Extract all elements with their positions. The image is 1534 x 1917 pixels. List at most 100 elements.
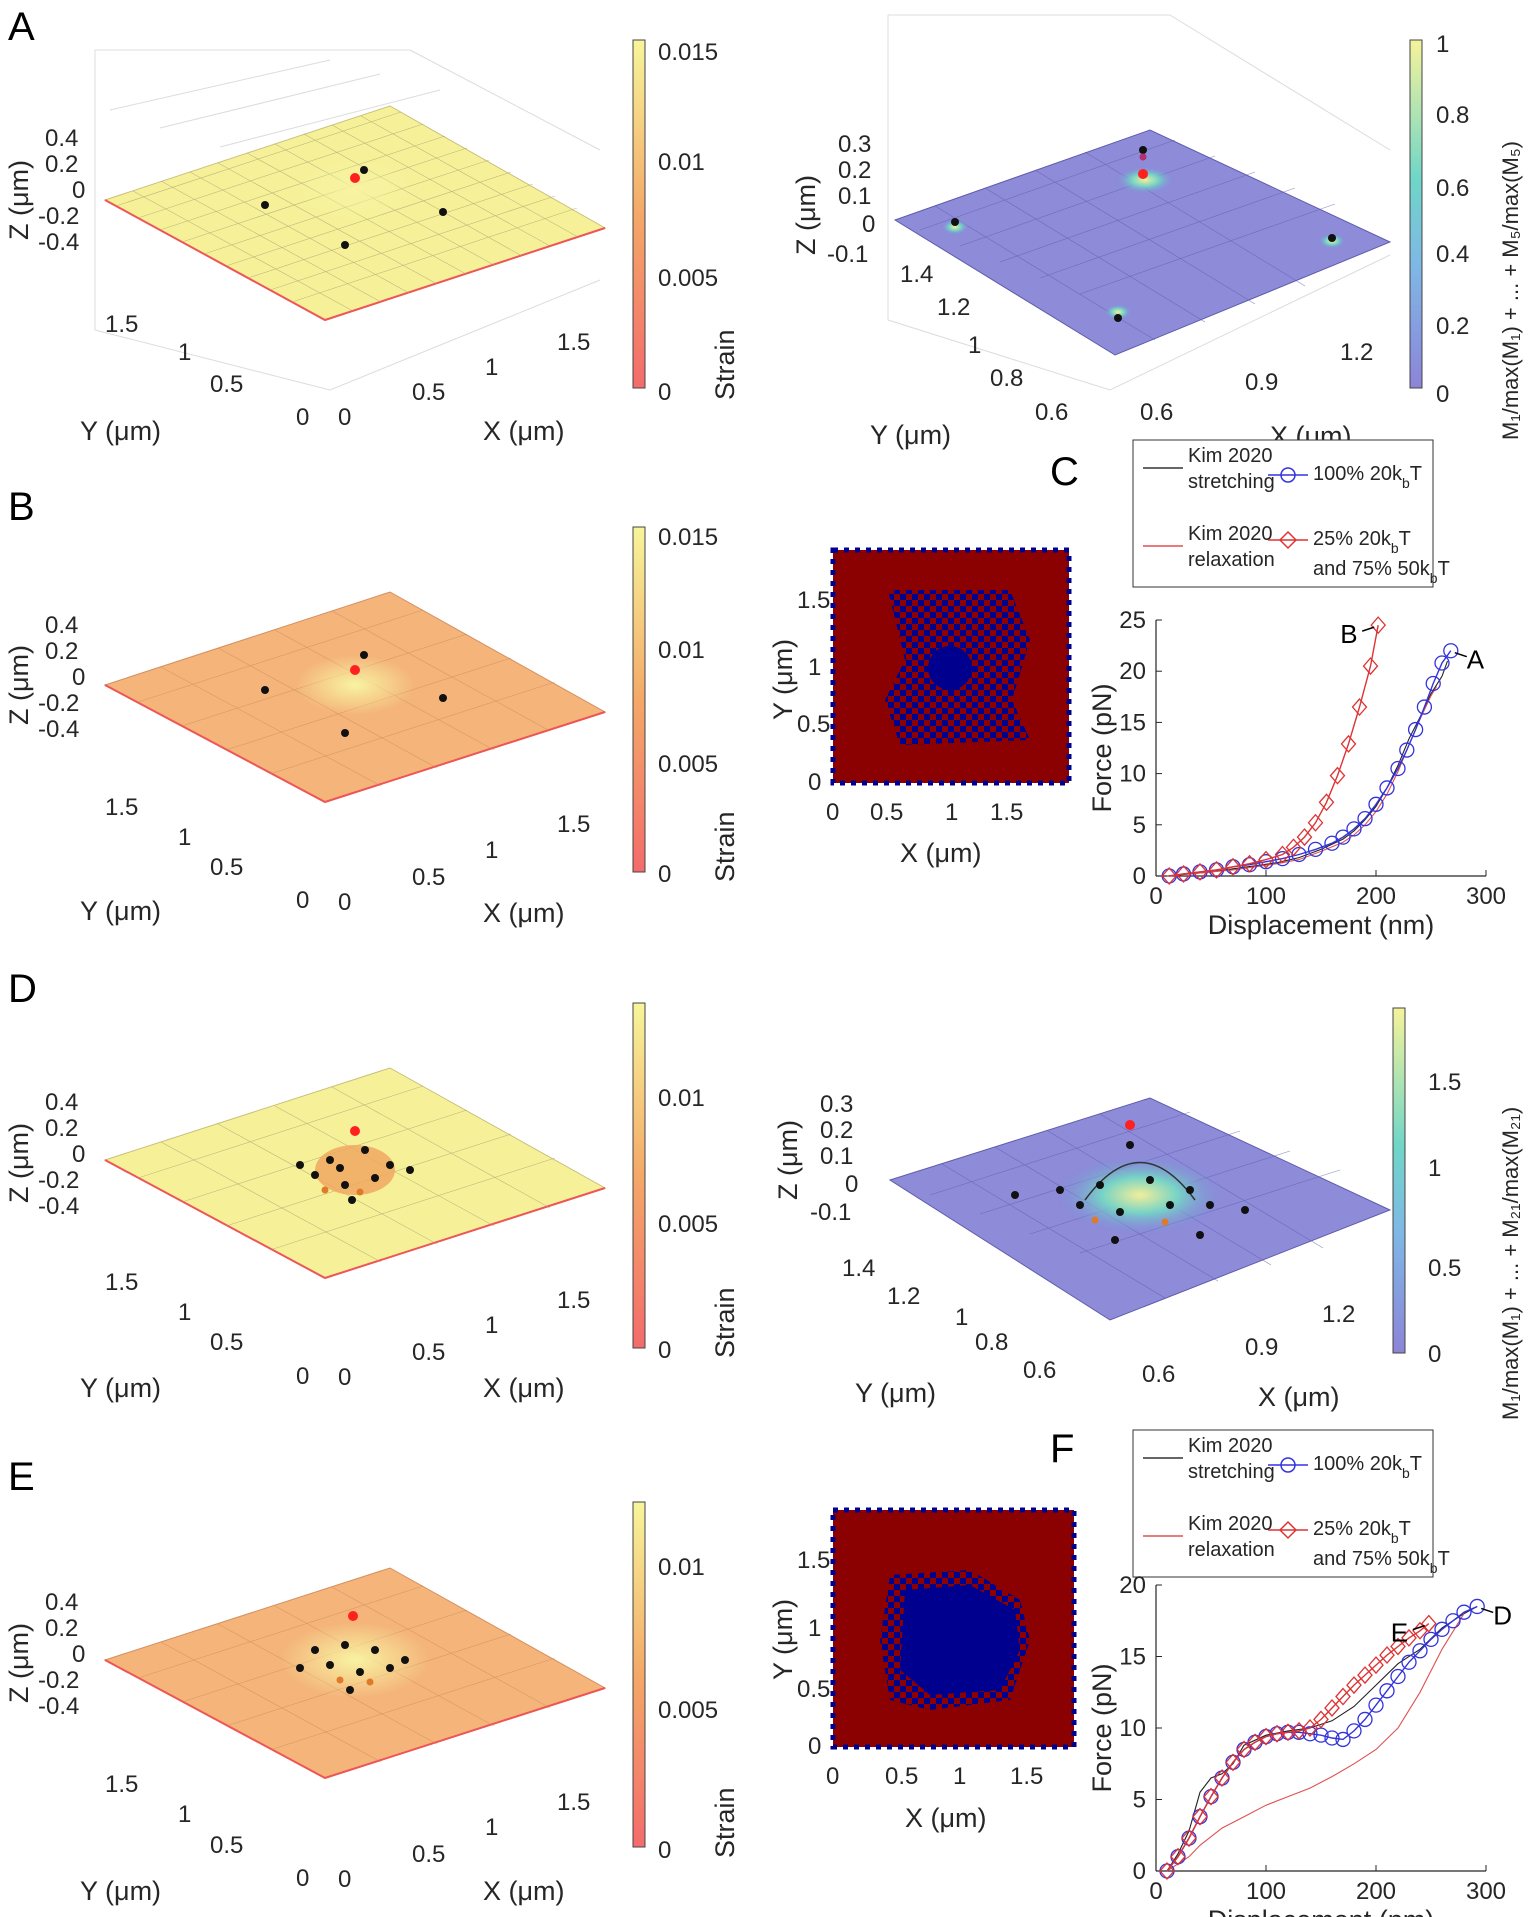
- data-point: [1324, 1698, 1340, 1717]
- svg-text:0: 0: [296, 404, 309, 431]
- data-point: [1181, 1829, 1197, 1848]
- svg-text:1: 1: [485, 1312, 498, 1339]
- svg-text:0.3: 0.3: [838, 131, 871, 158]
- svg-text:0: 0: [72, 177, 85, 204]
- data-point: [1302, 1719, 1318, 1737]
- data-point: [1469, 1598, 1485, 1615]
- svg-text:-0.4: -0.4: [38, 229, 79, 256]
- svg-text:0: 0: [862, 211, 875, 238]
- svg-text:1: 1: [1428, 1155, 1441, 1182]
- data-point: [1357, 811, 1373, 827]
- annotation-E: E: [1391, 1618, 1408, 1648]
- series-line-3: [1169, 624, 1379, 877]
- legend-box: [1132, 1429, 1434, 1578]
- svg-text:0.01: 0.01: [658, 637, 705, 664]
- data-point: [1214, 1769, 1230, 1788]
- data-point: [1175, 864, 1192, 883]
- svg-text:0: 0: [658, 861, 671, 888]
- data-point: [1285, 838, 1302, 857]
- svg-text:-0.4: -0.4: [38, 1693, 79, 1720]
- data-point: [1241, 854, 1258, 873]
- svg-text:1: 1: [178, 339, 191, 366]
- svg-text:0.8: 0.8: [1436, 102, 1469, 129]
- svg-text:-0.1: -0.1: [827, 241, 868, 268]
- data-point: [1170, 1847, 1186, 1866]
- svg-text:0.4: 0.4: [45, 1589, 78, 1616]
- svg-text:0.005: 0.005: [658, 1211, 718, 1238]
- x-tick-label-0: 0: [1149, 883, 1162, 910]
- svg-text:-0.2: -0.2: [38, 1667, 79, 1694]
- svg-text:0.5: 0.5: [412, 1339, 445, 1366]
- svg-text:-0.4: -0.4: [38, 1193, 79, 1220]
- y-tick-label-0: 0: [1133, 863, 1146, 890]
- panel-letter-D: D: [8, 967, 37, 1011]
- colorbar: 1 0.8 0.6 0.4 0.2 0 M₁/max(M₁) + ... + M…: [1409, 31, 1523, 440]
- svg-text:1: 1: [968, 332, 981, 359]
- map-border: [830, 1507, 1077, 1750]
- data-point: [1368, 1697, 1384, 1713]
- svg-text:0.5: 0.5: [412, 379, 445, 406]
- svg-text:1.5: 1.5: [1010, 1763, 1043, 1790]
- annotation-arrow: [1361, 626, 1375, 632]
- y-tick-label-0: 0: [1133, 1858, 1146, 1885]
- x-axis-label: X (μm): [900, 838, 982, 868]
- legend-label-0-line2: stretching: [1188, 1461, 1275, 1483]
- legend-box: [1132, 439, 1434, 588]
- y-ticks: 1.5 1 0.5 0: [797, 1547, 830, 1760]
- data-point: [1401, 1654, 1417, 1670]
- svg-text:0.6: 0.6: [1140, 399, 1173, 426]
- svg-text:1: 1: [955, 1304, 968, 1331]
- svg-text:0: 0: [296, 1865, 309, 1892]
- data-point: [1258, 850, 1274, 869]
- colorbar: 1.5 1 0.5 0 M₁/max(M₁) + ... + M₂₁/max(M…: [1392, 1007, 1523, 1420]
- data-point: [1335, 1731, 1351, 1748]
- legend-marker-1: [1280, 467, 1296, 483]
- svg-text:0.5: 0.5: [797, 711, 830, 738]
- svg-text:0: 0: [72, 664, 85, 691]
- series-line-0: [1166, 1606, 1478, 1872]
- legend-marker-3: [1278, 1520, 1298, 1540]
- data-point: [1307, 813, 1324, 832]
- svg-text:0: 0: [72, 1141, 85, 1168]
- data-point: [1324, 1730, 1340, 1746]
- data-point: [1274, 850, 1291, 867]
- x-axis-label: Displacement (nm): [1208, 910, 1435, 940]
- svg-text:0: 0: [808, 1733, 821, 1760]
- svg-text:0.5: 0.5: [870, 799, 903, 826]
- svg-text:0: 0: [826, 799, 839, 826]
- legend-marker-1: [1280, 1457, 1296, 1473]
- y-ticks: 1.5 1 0.5 0: [797, 587, 830, 796]
- axes-box-3d: [887, 14, 1391, 391]
- svg-text:1.5: 1.5: [557, 1287, 590, 1314]
- svg-text:0.3: 0.3: [820, 1091, 853, 1118]
- y-ticks: 1.5 1 0.5 0: [105, 311, 309, 431]
- panel-letter-F: F: [1050, 1427, 1074, 1471]
- svg-text:0.5: 0.5: [1428, 1255, 1461, 1282]
- svg-text:0.2: 0.2: [45, 151, 78, 178]
- legend-label-2-line2: relaxation: [1188, 1539, 1275, 1561]
- y-tick-label-4: 20: [1119, 1572, 1146, 1599]
- svg-text:0.9: 0.9: [1245, 1334, 1278, 1361]
- svg-text:0: 0: [338, 404, 351, 431]
- x-axis-label: X (μm): [483, 416, 565, 446]
- data-point: [1390, 1637, 1406, 1656]
- x-ticks: 0 0.5 1 1.5: [826, 1763, 1043, 1790]
- x-axis-label: X (μm): [905, 1803, 987, 1833]
- x-tick-label-3: 300: [1466, 883, 1506, 910]
- svg-text:0: 0: [338, 1866, 351, 1893]
- data-point: [1357, 1711, 1373, 1728]
- x-axis-label: X (μm): [483, 1876, 565, 1906]
- svg-text:0.2: 0.2: [45, 638, 78, 665]
- z-ticks: 0.4 0.2 0 -0.2 -0.4: [38, 612, 85, 743]
- svg-text:Strain: Strain: [710, 1287, 740, 1358]
- surface-edge: [104, 199, 606, 322]
- svg-text:0: 0: [338, 889, 351, 916]
- data-point: [1407, 721, 1424, 738]
- panel-D-strain-plot: 0.4 0.2 0 -0.2 -0.4 Z (μm) 1.5 1 0.5 0 Y…: [4, 1002, 740, 1403]
- svg-text:0.2: 0.2: [45, 1615, 78, 1642]
- panel-E-strain-plot: 0.4 0.2 0 -0.2 -0.4 Z (μm) 1.5 1 0.5 0 Y…: [4, 1501, 740, 1906]
- svg-text:0.005: 0.005: [658, 265, 718, 292]
- data-point: [1390, 760, 1406, 777]
- data-point: [1368, 1656, 1384, 1675]
- svg-text:0.5: 0.5: [797, 1676, 830, 1703]
